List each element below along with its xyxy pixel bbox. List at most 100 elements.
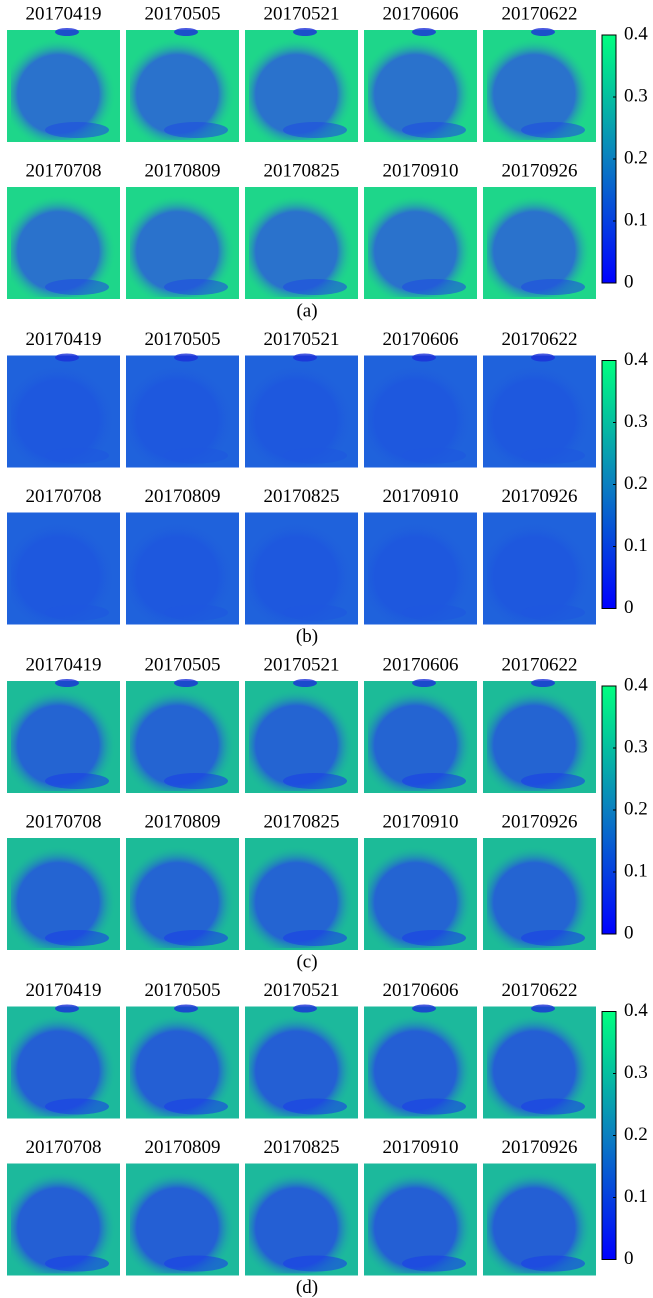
date-label: 20170505 [145,980,221,1001]
date-label: 20170926 [502,486,578,507]
dark-rim [45,604,109,621]
colorbar-tick-label: 0.3 [624,736,648,757]
dark-rim [521,773,585,789]
dark-rim [164,447,228,464]
dark-rim [45,122,109,138]
colorbar-tick-label: 0.4 [624,674,648,695]
date-label: 20170809 [145,486,221,507]
dark-rim [164,122,228,138]
dark-rim [45,1255,109,1272]
date-label: 20170622 [502,654,578,675]
date-label: 20170708 [26,486,102,507]
date-label: 20170622 [502,3,578,24]
dark-rim [521,279,585,295]
date-label: 20170825 [264,811,340,832]
colorbar-tick-label: 0.4 [624,349,648,370]
date-label: 20170419 [26,3,102,24]
colorbar-tick-label: 0 [624,271,634,292]
top-notch [174,679,198,687]
date-label: 20170419 [26,980,102,1001]
dark-rim [45,773,109,789]
date-label: 20170809 [145,1137,221,1158]
top-notch [293,1004,317,1013]
dark-rim [521,930,585,946]
date-label: 20170910 [383,1137,459,1158]
top-notch [174,1004,198,1013]
colorbar-tick-label: 0.3 [624,411,648,432]
date-label: 20170419 [26,329,102,350]
date-label: 20170521 [264,980,340,1001]
dark-rim [402,930,466,946]
date-label: 20170708 [26,1137,102,1158]
colorbar-tick-label: 0.2 [624,1124,648,1145]
dark-rim [402,122,466,138]
date-label: 20170926 [502,811,578,832]
date-label: 20170910 [383,160,459,181]
date-label: 20170825 [264,160,340,181]
colorbar-tick-label: 0.3 [624,85,648,106]
dark-rim [45,279,109,295]
colorbar-tick-label: 0.2 [624,147,648,168]
top-notch [412,1004,436,1013]
top-notch [55,679,79,687]
colorbar-tick-label: 0.4 [624,23,648,44]
dark-rim [521,604,585,621]
top-notch [531,679,555,687]
colorbar-tick-label: 0.1 [624,209,648,230]
date-label: 20170505 [145,329,221,350]
dark-rim [164,279,228,295]
date-label: 20170521 [264,3,340,24]
dark-rim [45,930,109,946]
dark-rim [521,447,585,464]
date-label: 20170926 [502,160,578,181]
date-label: 20170505 [145,3,221,24]
dark-rim [283,930,347,946]
dark-rim [45,447,109,464]
dark-rim [164,773,228,789]
date-label: 20170910 [383,486,459,507]
top-notch [293,353,317,362]
dark-rim [283,773,347,789]
colorbar-tick-label: 0.1 [624,535,648,556]
dark-rim [283,604,347,621]
date-label: 20170606 [383,329,459,350]
dark-rim [402,1098,466,1115]
date-label: 20170809 [145,160,221,181]
top-notch [412,679,436,687]
date-label: 20170606 [383,980,459,1001]
date-label: 20170910 [383,811,459,832]
colorbar-tick-label: 0 [624,597,634,618]
dark-rim [402,279,466,295]
dark-rim [283,1255,347,1272]
panel-label: (b) [296,626,318,647]
date-label: 20170505 [145,654,221,675]
dark-rim [521,1255,585,1272]
dark-rim [283,122,347,138]
colorbar-tick-label: 0 [624,1248,634,1269]
date-label: 20170809 [145,811,221,832]
panel-label: (c) [296,951,317,972]
colorbar-tick-label: 0.2 [624,798,648,819]
date-label: 20170419 [26,654,102,675]
panel-label: (a) [296,300,317,321]
top-notch [531,28,555,36]
panel-label: (d) [296,1277,318,1298]
date-label: 20170622 [502,980,578,1001]
date-label: 20170606 [383,654,459,675]
dark-rim [164,1098,228,1115]
dark-rim [283,279,347,295]
dark-rim [521,122,585,138]
date-label: 20170521 [264,654,340,675]
date-label: 20170825 [264,1137,340,1158]
top-notch [174,28,198,36]
top-notch [293,679,317,687]
top-notch [531,1004,555,1013]
dark-rim [164,1255,228,1272]
dark-rim [402,604,466,621]
date-label: 20170521 [264,329,340,350]
dark-rim [283,1098,347,1115]
top-notch [531,353,555,362]
date-label: 20170825 [264,486,340,507]
dark-rim [45,1098,109,1115]
top-notch [174,353,198,362]
